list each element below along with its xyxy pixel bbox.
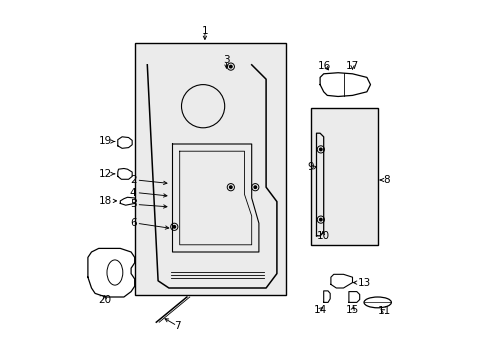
- Circle shape: [173, 225, 175, 228]
- Bar: [134, 43, 285, 295]
- Text: 13: 13: [357, 278, 370, 288]
- Text: 18: 18: [99, 196, 112, 206]
- Text: 8: 8: [382, 175, 389, 185]
- Text: 20: 20: [98, 295, 111, 305]
- Bar: [310, 108, 377, 245]
- Text: 9: 9: [306, 162, 313, 172]
- Text: 4: 4: [130, 188, 136, 198]
- Text: 5: 5: [130, 199, 136, 210]
- Text: 11: 11: [377, 306, 390, 316]
- Text: 2: 2: [130, 175, 136, 185]
- Text: 1: 1: [201, 26, 208, 36]
- Text: 14: 14: [313, 305, 326, 315]
- Text: 19: 19: [99, 136, 112, 147]
- Text: 3: 3: [223, 55, 229, 66]
- Text: 15: 15: [345, 305, 358, 315]
- Text: 17: 17: [345, 60, 358, 71]
- Circle shape: [229, 186, 232, 189]
- Text: 10: 10: [316, 231, 329, 241]
- Text: 16: 16: [318, 60, 331, 71]
- Circle shape: [254, 186, 256, 189]
- Circle shape: [319, 218, 322, 221]
- Text: 6: 6: [130, 218, 136, 228]
- Text: 12: 12: [99, 169, 112, 179]
- Circle shape: [229, 66, 232, 68]
- Text: 7: 7: [174, 321, 180, 331]
- Circle shape: [319, 148, 322, 150]
